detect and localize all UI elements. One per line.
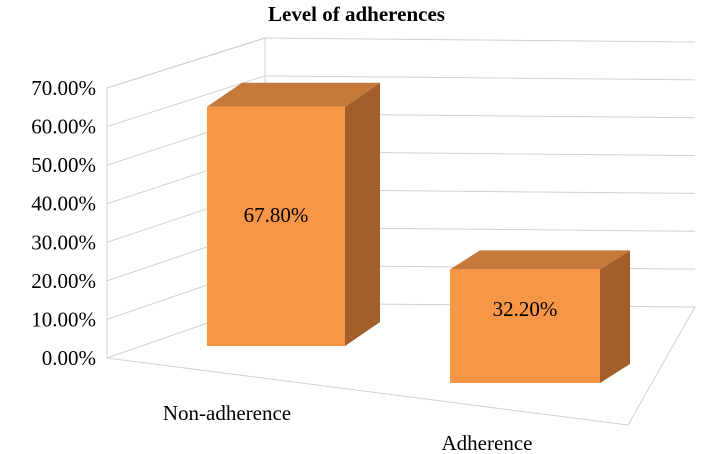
y-tick-label: 70.00% xyxy=(31,76,96,100)
bar-side-2 xyxy=(600,250,630,383)
bar-front-1 xyxy=(207,106,345,347)
chart-title: Level of adherences xyxy=(268,2,445,26)
gridline-back-wall xyxy=(264,75,696,81)
data-label-2: 32.20% xyxy=(493,297,558,321)
y-tick-label: 50.00% xyxy=(31,153,96,177)
gridline-back-wall xyxy=(264,37,696,43)
gridline-left-wall xyxy=(106,37,266,89)
x-category-label: Non-adherence xyxy=(163,401,291,425)
y-tick-label: 60.00% xyxy=(31,115,96,139)
y-tick-label: 10.00% xyxy=(31,307,96,331)
bar-side-1 xyxy=(345,82,380,347)
y-tick-label: 30.00% xyxy=(31,230,96,254)
bar-top-1 xyxy=(207,82,380,107)
bar-top-2 xyxy=(450,250,630,270)
bar-front-2 xyxy=(450,269,600,383)
data-label-1: 67.80% xyxy=(244,203,309,227)
y-tick-label: 20.00% xyxy=(31,269,96,293)
gridline-left-wall xyxy=(106,75,266,128)
y-tick-label: 40.00% xyxy=(31,192,96,216)
y-tick-label: 0.00% xyxy=(42,346,96,370)
x-category-label: Adherence xyxy=(442,431,533,454)
